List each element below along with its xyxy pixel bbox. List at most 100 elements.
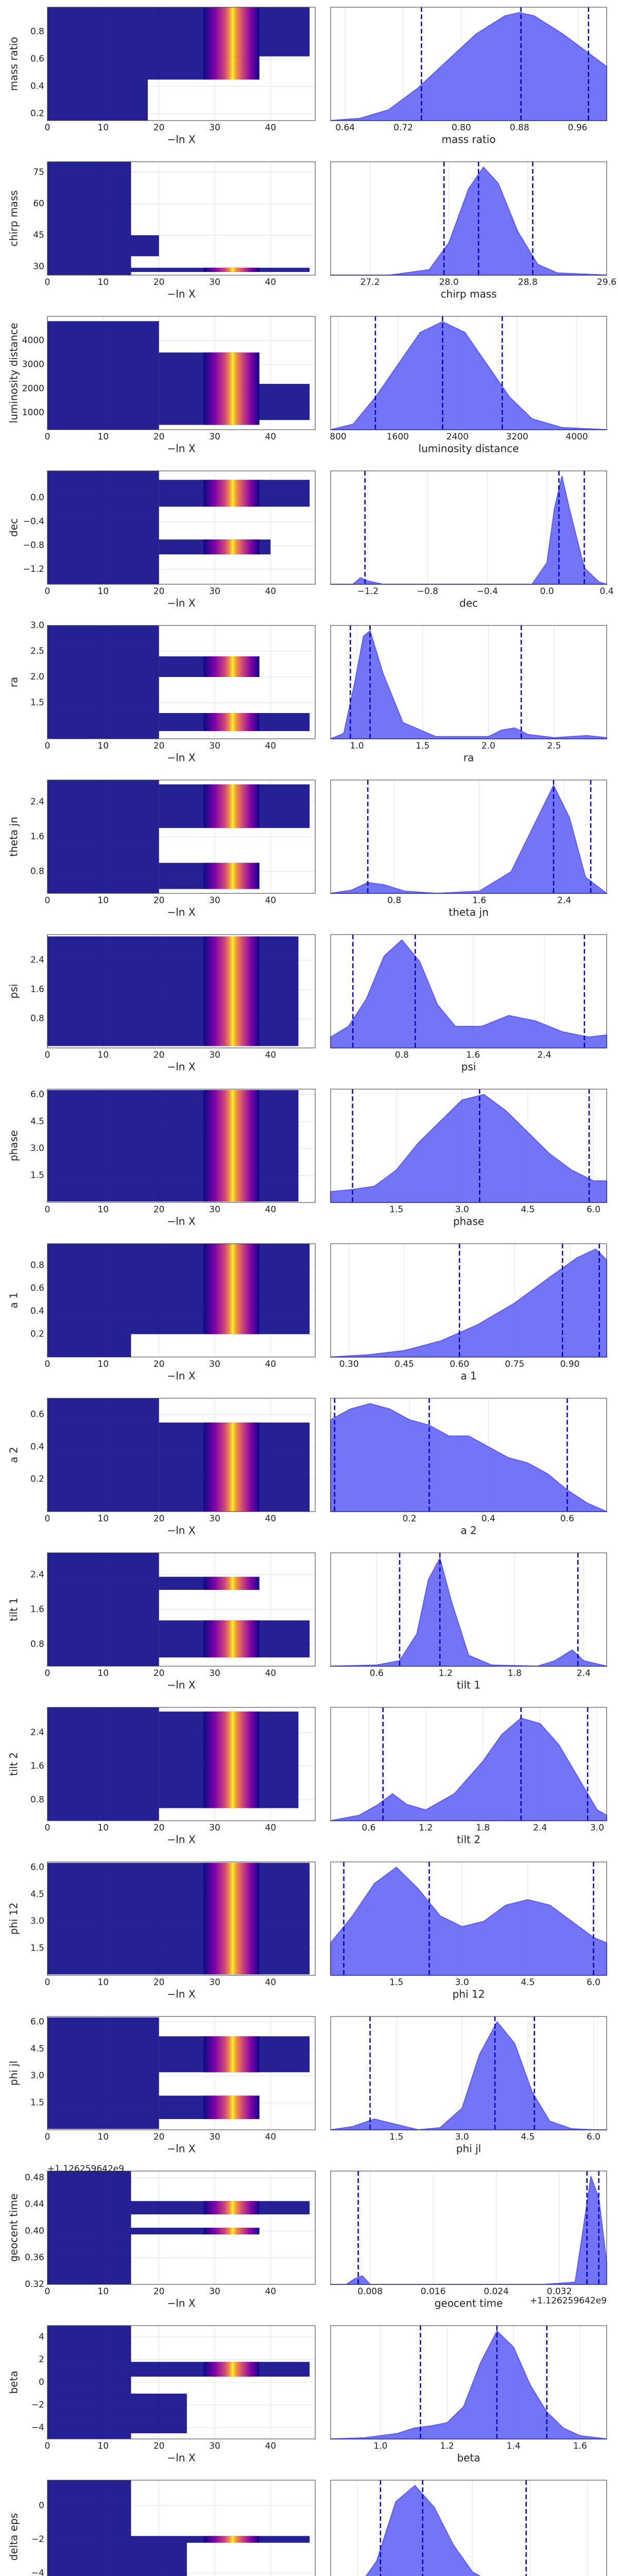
x-tick-label: 0.8: [387, 895, 401, 906]
x-tick-label: 3.0: [455, 1205, 469, 1215]
x-tick-label: 0.2: [403, 1514, 417, 1524]
x-tick-label: 1.5: [389, 1977, 403, 1988]
y-tick-label: 0.8: [30, 1260, 44, 1270]
y-tick-label: 0.2: [30, 109, 44, 119]
x-tick-label: 0: [45, 277, 50, 287]
x-tick-label: 0: [45, 2286, 50, 2297]
weight-band: [203, 862, 260, 889]
weight-band: [203, 2536, 260, 2543]
axes-frame: [47, 2325, 316, 2439]
x-tick-label: 0: [45, 123, 50, 133]
weight-band: [203, 539, 260, 555]
x-tick-label: 10: [98, 2132, 109, 2142]
x-tick-label: 40: [265, 895, 277, 906]
y-tick-label: −0.8: [23, 540, 44, 551]
weight-band: [203, 784, 260, 828]
y-tick-label: −2: [31, 2534, 44, 2545]
axes-frame: [330, 2171, 607, 2285]
x-tick-label: 1.6: [573, 2441, 587, 2451]
x-tick-label: 29.6: [597, 277, 616, 287]
x-tick-label: 4.5: [521, 1205, 535, 1215]
y-tick-label: 0.8: [30, 27, 44, 37]
y-tick-label: 0.40: [25, 2226, 44, 2236]
axes-frame: [47, 1398, 316, 1512]
x-tick-label: 20: [153, 895, 165, 906]
x-axis-label: −ln X: [167, 597, 195, 609]
y-tick-label: 4.5: [30, 1889, 44, 1900]
weight-band: [203, 2095, 260, 2120]
x-tick-label: 0: [45, 2441, 50, 2451]
y-tick-label: 2.4: [30, 796, 44, 807]
plot-area: [331, 2480, 607, 2576]
x-axis-label: −ln X: [167, 2143, 195, 2155]
x-tick-label: 40: [265, 1359, 277, 1369]
weight-band: [203, 480, 260, 507]
sample-cloud: [47, 625, 159, 739]
y-axis-label: a 2: [8, 1447, 20, 1463]
x-tick-label: 10: [98, 2441, 109, 2451]
x-tick-label: 3.0: [455, 2132, 469, 2142]
x-tick-label: 0.6: [362, 1823, 375, 1833]
y-tick-label: 6.0: [30, 1089, 44, 1099]
offset-text: +1.126259642e9: [47, 2164, 124, 2174]
posterior-density: [330, 2330, 607, 2439]
x-tick-label: 2.4: [533, 1823, 547, 1833]
y-tick-label: −0.4: [23, 516, 44, 527]
x-axis-label: −ln X: [167, 1679, 195, 1691]
x-tick-label: 10: [98, 895, 109, 906]
y-tick-label: 1.6: [30, 984, 44, 994]
x-tick-label: 0.60: [450, 1359, 469, 1369]
x-tick-label: 20: [153, 741, 165, 751]
y-tick-label: 2.4: [30, 1569, 44, 1580]
posterior-density: [330, 2021, 607, 2130]
y-axis-label: phase: [8, 1130, 20, 1161]
y-tick-label: 0.4: [30, 81, 44, 92]
axes-frame: [330, 1552, 607, 1667]
y-tick-label: 0.6: [30, 1283, 44, 1294]
x-tick-label: 2.4: [557, 895, 571, 906]
x-tick-label: 3.0: [455, 1977, 469, 1988]
sample-cloud: [47, 7, 148, 121]
y-tick-label: −1.2: [23, 564, 44, 574]
x-axis-label: ra: [464, 752, 474, 764]
x-tick-label: 0.0: [540, 586, 554, 597]
x-tick-label: 40: [265, 2132, 277, 2142]
x-tick-label: 20: [153, 1823, 165, 1833]
sample-cloud: [131, 2543, 187, 2576]
x-tick-label: 0: [45, 895, 50, 906]
x-tick-label: 0.4: [599, 586, 613, 597]
y-tick-label: 4000: [22, 335, 44, 346]
x-tick-label: 40: [265, 586, 277, 597]
x-tick-label: 40: [265, 1514, 277, 1524]
x-tick-label: 0.032: [547, 2286, 572, 2297]
axes-frame: [330, 1398, 607, 1512]
x-tick-label: 28.8: [518, 277, 538, 287]
axes-frame: [330, 779, 607, 894]
y-tick-label: 1.5: [30, 1943, 44, 1954]
x-tick-label: 2.5: [547, 741, 561, 751]
sample-cloud: [47, 1398, 159, 1512]
y-axis-label: phi jl: [8, 2061, 20, 2086]
y-tick-label: 1.5: [30, 1171, 44, 1181]
y-tick-label: 0.8: [30, 1794, 44, 1805]
axes-frame: [47, 2171, 316, 2285]
x-tick-label: 2.0: [482, 741, 495, 751]
x-tick-label: −0.8: [417, 586, 438, 597]
axes-frame: [330, 161, 607, 276]
x-tick-label: 30: [209, 1205, 220, 1215]
x-tick-label: 30: [209, 1977, 220, 1988]
x-tick-label: 30: [209, 432, 220, 442]
x-axis-label: −ln X: [167, 2297, 195, 2310]
x-axis-label: −ln X: [167, 1834, 195, 1846]
axes-frame: [330, 316, 607, 430]
y-tick-label: 2.4: [30, 1727, 44, 1738]
x-tick-label: 30: [209, 741, 220, 751]
x-tick-label: 10: [98, 277, 109, 287]
x-tick-label: 30: [209, 1359, 220, 1369]
x-axis-label: geocent time: [435, 2297, 503, 2310]
x-tick-label: −1.2: [357, 586, 379, 597]
x-tick-label: 10: [98, 123, 109, 133]
plot-area: [331, 1553, 607, 1666]
y-tick-label: 0.8: [30, 1639, 44, 1650]
sample-cloud: [47, 2017, 159, 2129]
